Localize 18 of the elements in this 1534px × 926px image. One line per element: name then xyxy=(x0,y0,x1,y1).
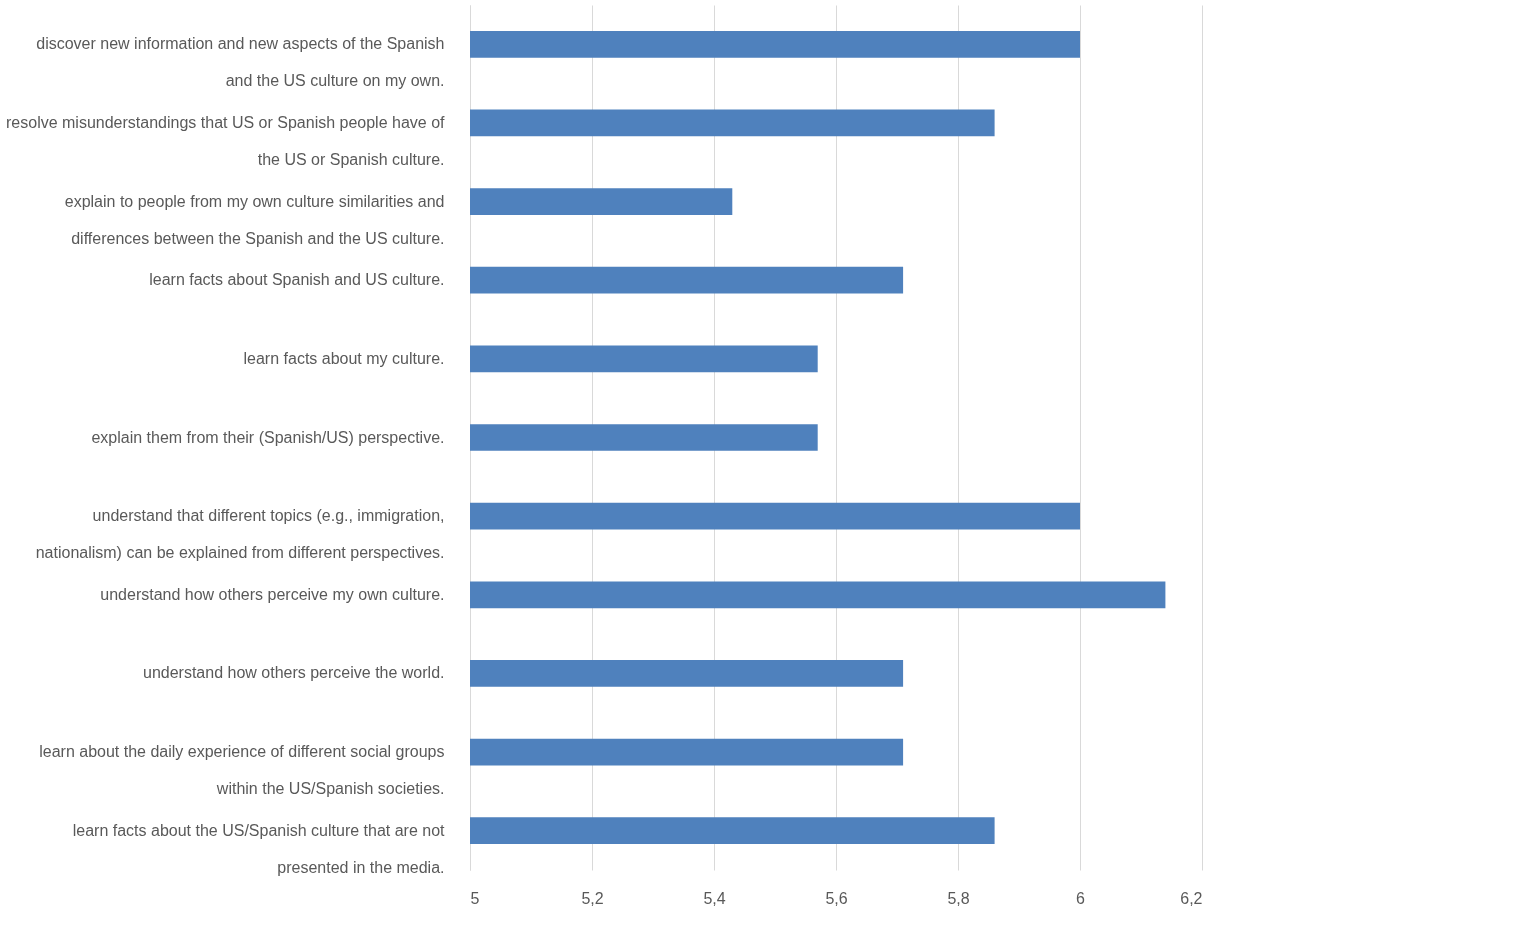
category-label: understand that different topics (e.g., immigration, nationalism) can be explained from different perspectives. xyxy=(35,507,445,562)
category-label: resolve misunderstandings that US or Spanish people have of the US or Spanish culture. xyxy=(6,113,445,168)
x-tick-label: 5,2 xyxy=(581,889,604,907)
x-tick-label: 5,4 xyxy=(703,889,726,907)
category-label: learn facts about the US/Spanish culture that are not presented in the media. xyxy=(72,821,445,876)
x-tick-label: 6 xyxy=(1076,889,1086,907)
category-label: discover new information and new aspects of the Spanish and the US culture on my own. xyxy=(36,35,445,90)
category-label: explain to people from my own culture similarities and differences between the Spanish and the US culture. xyxy=(64,192,445,247)
x-tick-label: 5 xyxy=(470,889,480,907)
y-tick-label: explain them from their (Spanish/US) perspective. xyxy=(91,428,445,446)
y-tick-label: understand how others perceive my own culture. xyxy=(100,585,445,603)
y-tick-label: learn facts about Spanish and US culture. xyxy=(149,271,445,289)
y-tick-label: learn facts about my culture. xyxy=(243,349,445,367)
y-tick-label: understand how others perceive the world. xyxy=(142,664,445,682)
x-tick-label: 5,8 xyxy=(947,889,970,907)
x-tick-label: 5,6 xyxy=(825,889,848,907)
category-label: learn about the daily experience of different social groups within the US/Spanish societies. xyxy=(39,743,445,798)
x-tick-label: 6,2 xyxy=(1180,889,1203,907)
